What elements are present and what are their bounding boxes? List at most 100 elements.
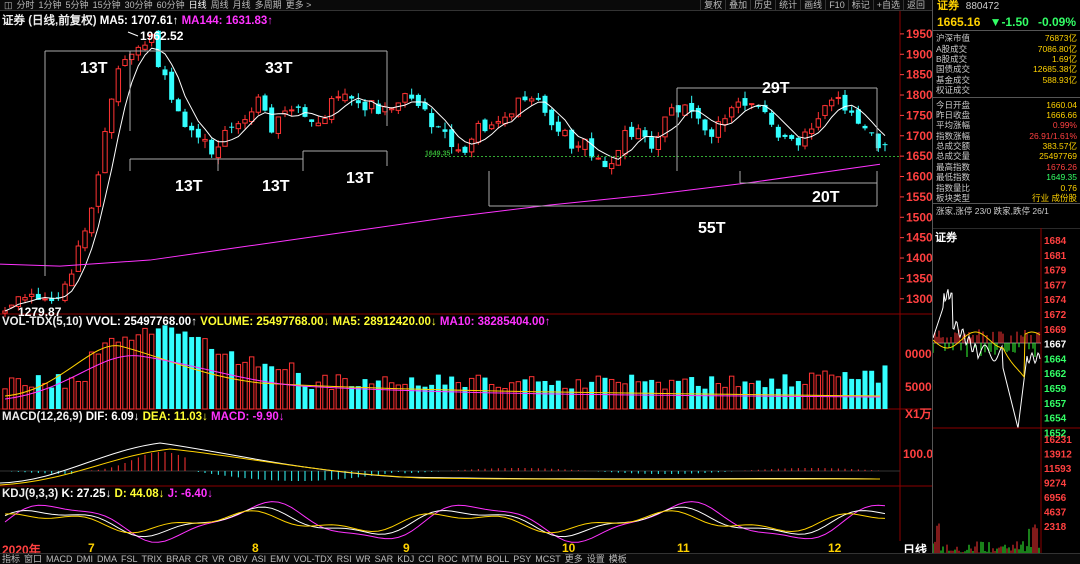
volume-bar	[882, 365, 888, 409]
indicator-0[interactable]: 指标	[2, 554, 21, 564]
candle-body	[789, 135, 795, 139]
volume-bar	[362, 379, 368, 409]
volume-bar	[808, 372, 815, 410]
indicator-14[interactable]: RSI	[336, 554, 352, 564]
toolbar-button-7[interactable]: +自选	[872, 0, 903, 11]
indicator-12[interactable]: EMV	[270, 554, 290, 564]
indicator-22[interactable]: PSY	[513, 554, 532, 564]
high-marker	[127, 31, 139, 37]
date-label: 10	[562, 541, 576, 555]
candle-body	[455, 149, 462, 152]
ma-tag-label: 1649.35	[425, 150, 450, 157]
tab-5[interactable]: 30分钟	[124, 0, 153, 10]
kline-chart-panel[interactable]: 1950 1900 1850 1800 1750 1700 1650 1600 1550 1500…	[0, 11, 932, 557]
indicator-18[interactable]: CCI	[418, 554, 434, 564]
candle-body	[242, 119, 248, 124]
tab-2[interactable]: 1分钟	[38, 0, 62, 10]
tab-11[interactable]: 更多 >	[285, 0, 312, 10]
indicator-10[interactable]: OBV	[228, 554, 248, 564]
volume-bar	[769, 378, 775, 409]
mini-axis-label: 1677	[1044, 280, 1067, 291]
volume-bar	[409, 377, 415, 409]
candle-body	[68, 273, 75, 287]
indicator-5[interactable]: FSL	[121, 554, 138, 564]
candle-body	[869, 132, 875, 134]
mini-vol-axis-label: 13912	[1044, 450, 1072, 461]
candle-body	[82, 230, 88, 249]
indicator-23[interactable]: MCST	[535, 554, 561, 564]
indicator-6[interactable]: TRIX	[141, 554, 163, 564]
candle-body	[542, 95, 548, 113]
candle-body	[422, 102, 428, 110]
toolbar-button-0[interactable]: 复权	[700, 0, 725, 11]
indicator-9[interactable]: VR	[212, 554, 225, 564]
intraday-minichart[interactable]: 1684 1681 1679 1677 1674 1672 1669 1667 1664 1662…	[933, 228, 1080, 553]
indicator-13[interactable]: VOL-TDX	[293, 554, 333, 564]
toolbar-button-3[interactable]: 统计	[775, 0, 800, 11]
indicator-21[interactable]: BOLL	[486, 554, 510, 564]
stat-row: 总成交额 383.57亿	[933, 141, 1080, 151]
stat-row: B股成交 1.69亿	[933, 54, 1080, 64]
toolbar-button-4[interactable]: 画线	[800, 0, 825, 11]
volume-bar	[555, 380, 561, 409]
indicator-20[interactable]: MTM	[461, 554, 483, 564]
tab-3[interactable]: 5分钟	[65, 0, 89, 10]
price-axis-label: 1600	[906, 170, 932, 184]
tab-1[interactable]: 分时	[16, 0, 35, 10]
count-label: 55T	[698, 220, 726, 237]
stat-row: 昨日收盘 1666.66	[933, 110, 1080, 120]
indicator-25[interactable]: 设置	[586, 554, 605, 564]
toolbar-button-8[interactable]: 返回	[902, 0, 928, 11]
volume-bar	[782, 374, 788, 409]
tab-9[interactable]: 月线	[232, 0, 251, 10]
mini-axis-label: 1674	[1044, 295, 1067, 306]
indicator-17[interactable]: KDJ	[397, 554, 415, 564]
tab-6[interactable]: 60分钟	[156, 0, 185, 10]
indicator-24[interactable]: 更多	[564, 554, 583, 564]
toolbar-button-6[interactable]: 标记	[847, 0, 873, 11]
kdj-d: D: 44.08↓	[114, 488, 165, 500]
volume-bar	[162, 325, 168, 409]
volume-bar	[615, 381, 622, 410]
indicator-26[interactable]: 模板	[608, 554, 627, 564]
tab-7[interactable]: 日线	[188, 0, 207, 10]
indicator-7[interactable]: BRAR	[166, 554, 192, 564]
indicator-3[interactable]: DMI	[76, 554, 94, 564]
tab-0[interactable]: ◫	[4, 0, 13, 10]
indicator-19[interactable]: ROC	[437, 554, 458, 564]
tab-4[interactable]: 15分钟	[92, 0, 121, 10]
indicator-2[interactable]: MACD	[46, 554, 73, 564]
indicator-16[interactable]: SAR	[374, 554, 394, 564]
tab-8[interactable]: 周线	[210, 0, 229, 10]
volume-bar	[815, 374, 822, 410]
candle-body	[649, 137, 655, 149]
indicator-8[interactable]: CR	[195, 554, 209, 564]
candle-body	[195, 128, 201, 138]
date-label: 12	[828, 541, 842, 555]
toolbar-button-2[interactable]: 历史	[750, 0, 775, 11]
stat-row: 指数涨幅 26.91/1.61%	[933, 131, 1080, 141]
candle-body	[368, 100, 375, 110]
stat-value: 383.57亿	[1042, 141, 1078, 152]
candle-body	[142, 44, 148, 50]
indicator-4[interactable]: DMA	[97, 554, 118, 564]
candle-body	[602, 160, 608, 168]
vol-ma5-line	[4, 345, 881, 397]
vol-axis-label: 5000	[905, 380, 932, 394]
count-label: 13T	[346, 170, 374, 187]
candle-body	[95, 174, 102, 207]
volume-bar	[155, 328, 161, 409]
volume-bar	[202, 338, 208, 410]
chart-canvas[interactable]: 1950 1900 1850 1800 1750 1700 1650 1600 1550 1500…	[0, 11, 932, 553]
volume-bar	[528, 376, 535, 410]
mini-axis-label: 1662	[1044, 369, 1067, 380]
toolbar-button-5[interactable]: F10	[825, 0, 848, 11]
toolbar-button-1[interactable]: 叠加	[725, 0, 750, 11]
stat-row: 最高指数 1676.26	[933, 162, 1080, 172]
indicator-15[interactable]: WR	[355, 554, 371, 564]
mini-axis-label: 1652	[1044, 428, 1067, 439]
tab-10[interactable]: 多周期	[254, 0, 282, 10]
volume-bar	[335, 374, 342, 410]
indicator-11[interactable]: ASI	[251, 554, 267, 564]
indicator-1[interactable]: 窗口	[24, 554, 43, 564]
